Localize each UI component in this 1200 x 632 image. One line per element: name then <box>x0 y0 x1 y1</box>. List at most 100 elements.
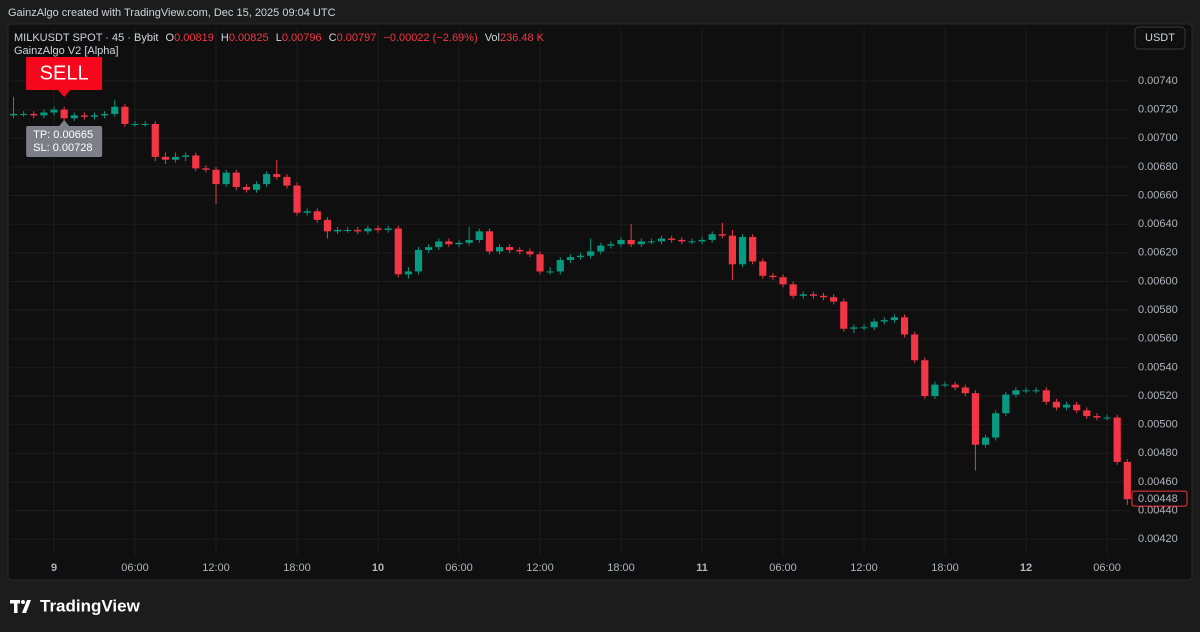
legend: MILKUSDT SPOT · 45 · Bybit O0.00819 H0.0… <box>14 32 545 44</box>
candle-body <box>60 109 68 119</box>
signal-label: SELL <box>40 62 89 84</box>
candle-body <box>556 259 564 272</box>
y-tick-label: 0.00460 <box>1138 476 1178 488</box>
candle-body <box>809 294 818 296</box>
candle-body <box>718 234 726 236</box>
candle-body <box>182 155 190 157</box>
candle-body <box>668 238 676 240</box>
x-tick-label: 06:00 <box>121 562 149 574</box>
candle-body <box>526 251 534 255</box>
candle-body <box>738 237 747 265</box>
candle-body <box>1083 410 1091 417</box>
y-tick-label: 0.00440 <box>1138 505 1178 517</box>
candle-body <box>20 113 28 115</box>
candle-body <box>587 251 595 256</box>
ohlc-label: C <box>329 32 337 44</box>
candle-body <box>90 115 99 117</box>
candle-body <box>627 239 635 245</box>
candle-body <box>313 211 321 220</box>
candle-body <box>911 334 919 361</box>
candle-body <box>931 384 939 397</box>
candle-body <box>141 123 149 125</box>
symbol: MILKUSDT SPOT · 45 · Bybit <box>14 32 158 44</box>
candle-body <box>536 254 544 272</box>
candle-body <box>971 393 980 445</box>
ohlc-value: 0.00825 <box>229 32 269 44</box>
candle-body <box>749 237 757 262</box>
candle-body <box>576 255 585 258</box>
candle-body <box>657 238 666 242</box>
candle-body <box>323 219 331 232</box>
candle-body <box>698 239 706 242</box>
tp-sl-box <box>26 126 103 157</box>
candle-body <box>1022 390 1030 392</box>
y-tick-label: 0.00580 <box>1138 304 1178 316</box>
candle-body <box>516 249 524 252</box>
candle-body <box>485 231 494 252</box>
candle-body <box>151 123 159 157</box>
y-tick-label: 0.00420 <box>1138 533 1178 545</box>
take-profit: TP: 0.00665 <box>33 129 93 141</box>
candle-body <box>384 228 392 230</box>
y-tick-label: 0.00500 <box>1138 419 1178 431</box>
x-tick-label: 06:00 <box>769 562 797 574</box>
candle-body <box>1032 390 1040 392</box>
x-tick-label: 06:00 <box>1093 562 1121 574</box>
candle-body <box>870 321 878 328</box>
stop-loss: SL: 0.00728 <box>33 142 92 154</box>
candle-body <box>293 185 301 213</box>
candle-body <box>131 123 139 125</box>
candle-body <box>414 249 423 272</box>
y-tick-label: 0.00620 <box>1138 247 1178 259</box>
y-tick-label: 0.00640 <box>1138 218 1178 230</box>
y-tick-label: 0.00680 <box>1138 161 1178 173</box>
candle-body <box>394 228 402 275</box>
x-tick-label: 12:00 <box>850 562 878 574</box>
candle-body <box>465 239 473 243</box>
ohlc-value: 0.00796 <box>282 32 322 44</box>
candle-body <box>1103 417 1111 419</box>
candle-body <box>941 384 949 386</box>
candle-body <box>830 297 838 302</box>
candle-body <box>1062 404 1071 408</box>
indicator: GainzAlgo V2 [Alpha] <box>14 45 119 57</box>
ohlc-value: 0.00797 <box>337 32 377 44</box>
currency-button[interactable] <box>1134 26 1186 50</box>
y-tick-label: 0.00660 <box>1138 189 1178 201</box>
logo-shape <box>22 600 31 613</box>
candle-body <box>50 109 58 113</box>
candle-body <box>900 317 909 335</box>
candle-body <box>9 113 18 116</box>
candle-body <box>637 241 645 245</box>
x-tick-label: 18:00 <box>283 562 311 574</box>
candle-body <box>1002 394 1010 414</box>
x-tick-label: 06:00 <box>445 562 473 574</box>
candle-body <box>435 241 443 248</box>
candle-body <box>232 172 240 187</box>
ohlc-label: O <box>166 32 175 44</box>
candle-body <box>80 115 88 117</box>
candle-body <box>506 247 514 250</box>
candle-body <box>344 229 352 231</box>
signal-box <box>26 57 103 90</box>
y-tick-label: 0.00520 <box>1138 390 1178 402</box>
candle-body <box>789 284 797 296</box>
signal-pointer <box>58 90 71 97</box>
candle-body <box>40 112 48 116</box>
y-tick-label: 0.00560 <box>1138 333 1178 345</box>
candle-body <box>354 229 362 232</box>
ohlc-label: L <box>276 32 282 44</box>
currency[interactable]: USDT <box>1145 32 1175 44</box>
x-tick-label: 12 <box>1020 562 1032 574</box>
y-tick-label: 0.00740 <box>1138 75 1178 87</box>
candle-body <box>769 275 777 278</box>
candle-body <box>333 229 342 232</box>
candle-body <box>212 169 220 185</box>
candle-body <box>202 168 210 170</box>
candle-body <box>111 106 119 114</box>
tp-sl-pointer <box>59 120 70 126</box>
candle-body <box>171 156 180 160</box>
candle-body <box>192 155 200 169</box>
